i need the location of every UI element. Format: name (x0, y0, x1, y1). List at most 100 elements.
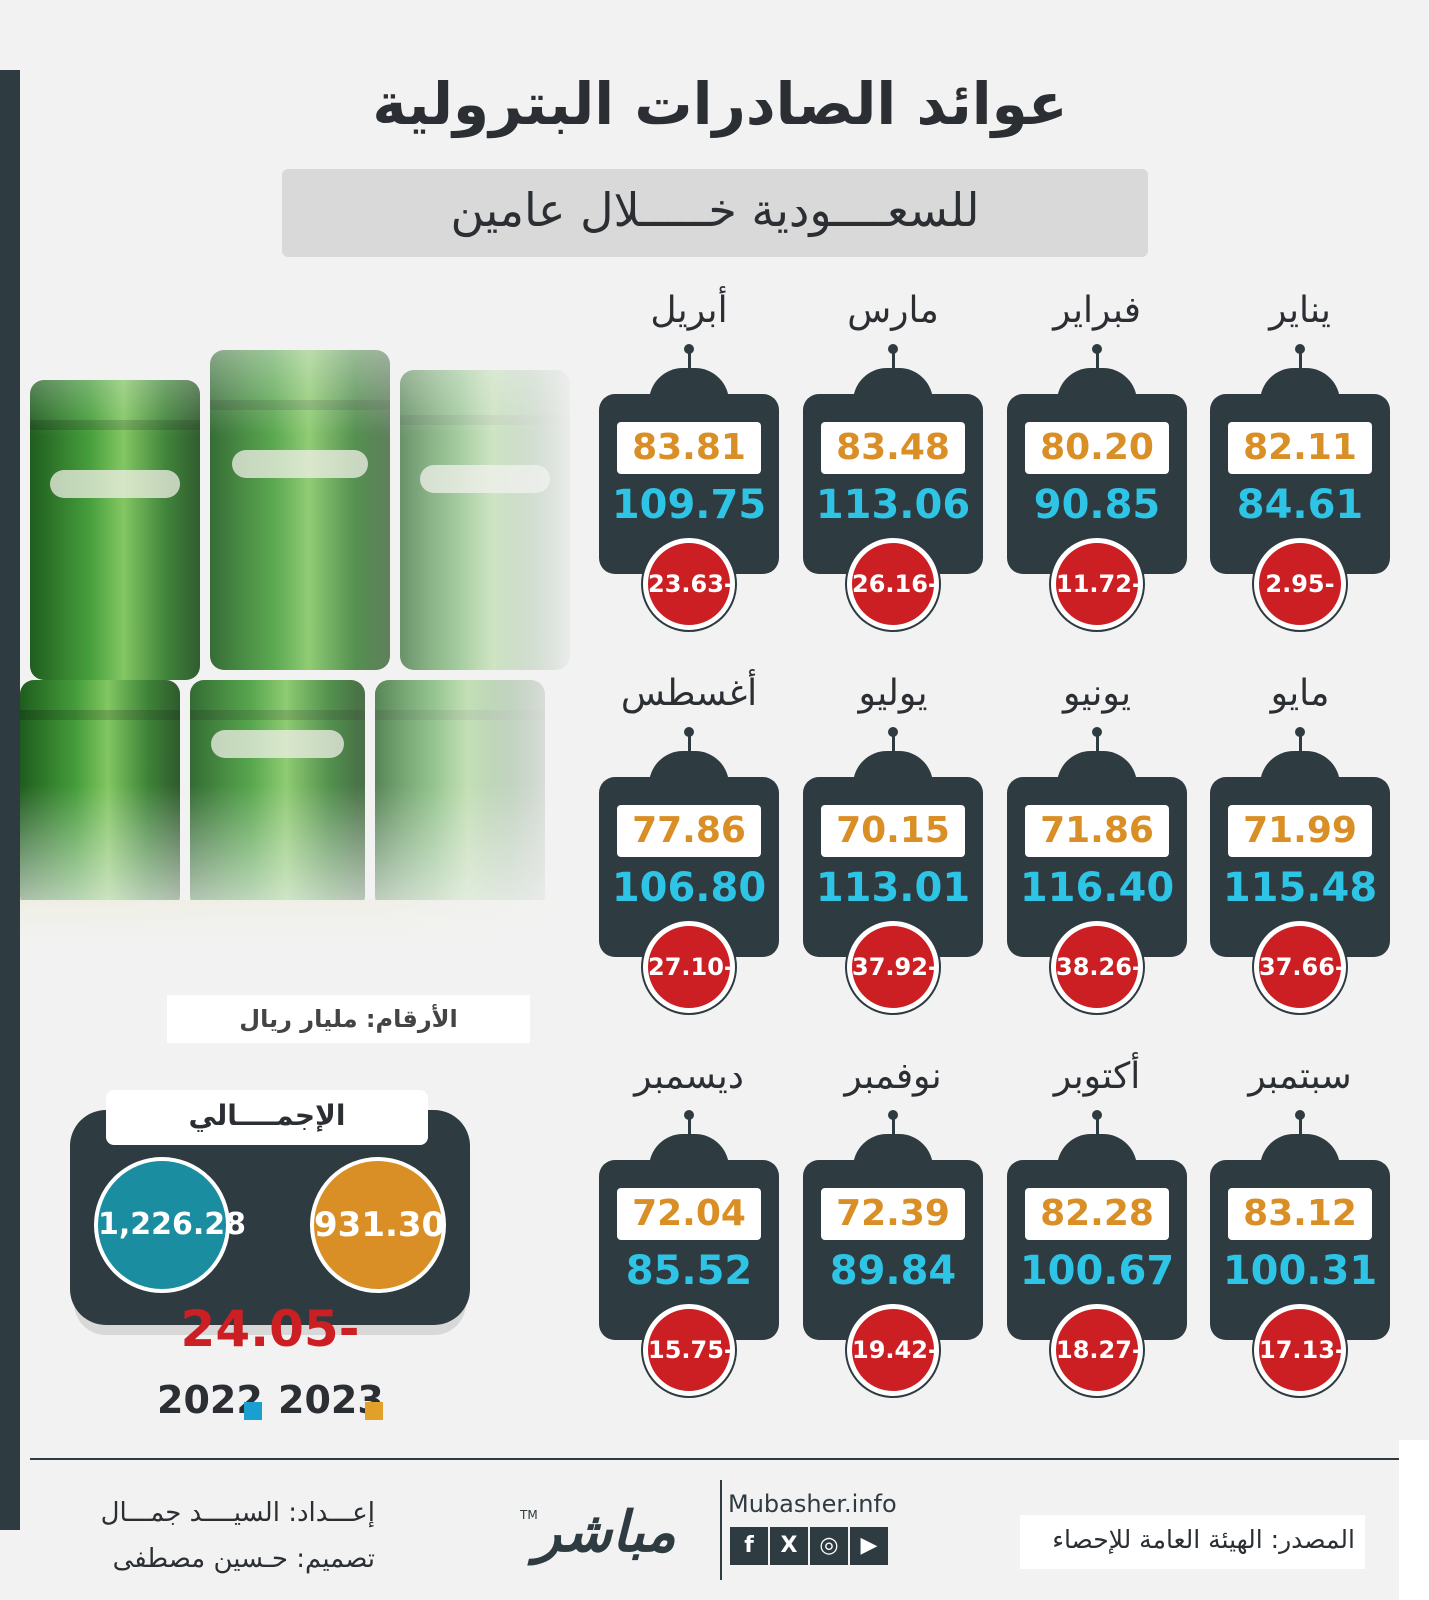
value-2023: 72.04 (617, 1188, 761, 1240)
month-values-card: 71.86 116.40 (1007, 777, 1187, 957)
difference-badge: 17.13- (1254, 1304, 1346, 1396)
connector-line (1299, 1114, 1302, 1144)
right-white-strip (1399, 1440, 1429, 1600)
facebook-icon[interactable]: f (730, 1527, 768, 1565)
month-name: أغسطس (620, 673, 758, 714)
value-2022: 90.85 (1033, 482, 1161, 528)
value-2022: 100.31 (1222, 1248, 1378, 1294)
month-values-card: 82.28 100.67 (1007, 1160, 1187, 1340)
month-card: مايو 71.99 115.48 37.66- (1210, 673, 1390, 1013)
difference-badge: 38.26- (1051, 921, 1143, 1013)
subtitle-box: للسعــــودية خـــــلال عامين (282, 169, 1148, 257)
connector-line (1096, 731, 1099, 761)
value-2022: 106.80 (611, 865, 767, 911)
value-2023: 82.11 (1228, 422, 1372, 474)
value-2023: 82.28 (1025, 1188, 1169, 1240)
value-2023: 80.20 (1025, 422, 1169, 474)
value-2022: 115.48 (1222, 865, 1378, 911)
difference-badge: 26.16- (847, 538, 939, 630)
total-label: الإجمــــالي (106, 1090, 428, 1145)
value-2022: 113.06 (815, 482, 971, 528)
value-2023: 71.86 (1025, 805, 1169, 857)
month-card: يناير 82.11 84.61 2.95- (1210, 290, 1390, 630)
brand-logo: مباشر (534, 1500, 676, 1565)
connector-line (688, 731, 691, 761)
left-accent-bar (0, 70, 20, 1530)
connector-line (892, 731, 895, 761)
month-name: مايو (1270, 673, 1330, 714)
trademark: TM (520, 1508, 538, 1522)
connector-line (892, 1114, 895, 1144)
month-card: يونيو 71.86 116.40 38.26- (1007, 673, 1187, 1013)
value-2022: 109.75 (611, 482, 767, 528)
month-name: سبتمبر (1248, 1056, 1352, 1097)
month-name: يناير (1269, 290, 1331, 331)
month-name: ديسمبر (634, 1056, 744, 1097)
month-card: يوليو 70.15 113.01 37.92- (803, 673, 983, 1013)
credits: إعـــداد: السيــــد جمـــال تصميم: حـسين… (55, 1490, 375, 1582)
month-card: فبراير 80.20 90.85 11.72- (1007, 290, 1187, 630)
connector-line (1096, 348, 1099, 378)
legend: 2022 2023 (150, 1378, 400, 1428)
value-2022: 113.01 (815, 865, 971, 911)
month-values-card: 72.04 85.52 (599, 1160, 779, 1340)
difference-badge: 2.95- (1254, 538, 1346, 630)
value-2023: 83.48 (821, 422, 965, 474)
difference-badge: 11.72- (1051, 538, 1143, 630)
month-values-card: 70.15 113.01 (803, 777, 983, 957)
value-2023: 71.99 (1228, 805, 1372, 857)
units-label: الأرقام: مليار ريال (167, 995, 530, 1043)
source-box: المصدر: الهيئة العامة للإحصاء (1020, 1515, 1365, 1569)
difference-badge: 27.10- (643, 921, 735, 1013)
value-2023: 70.15 (821, 805, 965, 857)
connector-line (892, 348, 895, 378)
difference-badge: 15.75- (643, 1304, 735, 1396)
instagram-icon[interactable]: ◎ (810, 1527, 848, 1565)
connector-line (688, 1114, 691, 1144)
footer-divider (30, 1458, 1399, 1460)
value-2022: 85.52 (625, 1248, 753, 1294)
page-title: عوائد الصادرات البترولية (372, 70, 1068, 138)
value-2022: 116.40 (1019, 865, 1175, 911)
difference-badge: 23.63- (643, 538, 735, 630)
difference-badge: 37.92- (847, 921, 939, 1013)
website-link[interactable]: Mubasher.info (728, 1490, 897, 1518)
month-card: أكتوبر 82.28 100.67 18.27- (1007, 1056, 1187, 1396)
total-2022-circle: 1,226.28 (94, 1157, 246, 1293)
total-2023-circle: 931.30 (310, 1157, 446, 1293)
month-card: أغسطس 77.86 106.80 27.10- (599, 673, 779, 1013)
source-label: المصدر: الهيئة العامة للإحصاء (1052, 1525, 1355, 1554)
month-card: أبريل 83.81 109.75 23.63- (599, 290, 779, 630)
difference-badge: 18.27- (1051, 1304, 1143, 1396)
legend-2023-swatch (365, 1402, 383, 1420)
prepared-by: إعـــداد: السيــــد جمـــال (100, 1498, 375, 1528)
value-2023: 83.12 (1228, 1188, 1372, 1240)
month-name: أبريل (650, 290, 728, 331)
connector-line (1096, 1114, 1099, 1144)
oil-barrels-image (20, 260, 580, 960)
month-card: سبتمبر 83.12 100.31 17.13- (1210, 1056, 1390, 1396)
month-values-card: 83.12 100.31 (1210, 1160, 1390, 1340)
value-2023: 77.86 (617, 805, 761, 857)
value-2023: 83.81 (617, 422, 761, 474)
month-name: يوليو (858, 673, 928, 714)
month-values-card: 83.48 113.06 (803, 394, 983, 574)
connector-line (1299, 731, 1302, 761)
total-difference: 24.05- (180, 1300, 360, 1358)
difference-badge: 19.42- (847, 1304, 939, 1396)
footer-vertical-divider (720, 1480, 722, 1580)
connector-line (1299, 348, 1302, 378)
value-2023: 72.39 (821, 1188, 965, 1240)
month-name: مارس (847, 290, 939, 331)
page-subtitle: للسعــــودية خـــــلال عامين (450, 183, 980, 237)
month-card: ديسمبر 72.04 85.52 15.75- (599, 1056, 779, 1396)
month-name: فبراير (1053, 290, 1141, 331)
value-2022: 89.84 (829, 1248, 957, 1294)
youtube-icon[interactable]: ▶ (850, 1527, 888, 1565)
difference-badge: 37.66- (1254, 921, 1346, 1013)
month-name: يونيو (1062, 673, 1132, 714)
x-icon[interactable]: X (770, 1527, 808, 1565)
designed-by: تصميم: حـسين مصطفى (112, 1544, 375, 1574)
connector-line (688, 348, 691, 378)
value-2022: 100.67 (1019, 1248, 1175, 1294)
